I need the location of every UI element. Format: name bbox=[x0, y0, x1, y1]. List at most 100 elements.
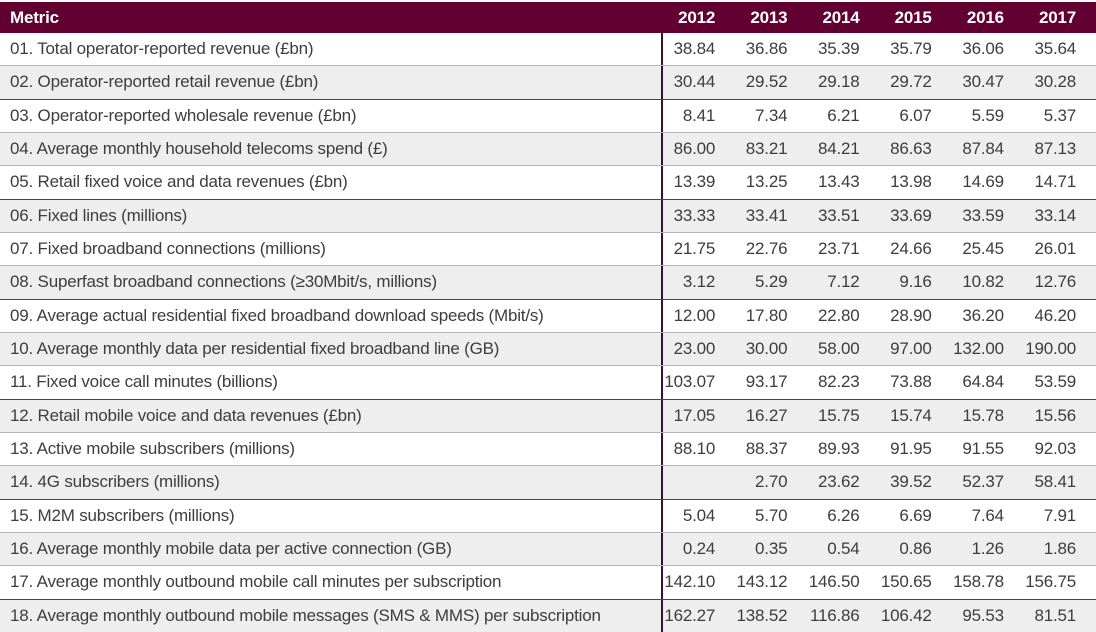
value-cell: 24.66 bbox=[890, 239, 932, 259]
value-cell: 138.52 bbox=[736, 605, 788, 625]
value-cell: 0.86 bbox=[899, 539, 932, 559]
value-cell: 7.12 bbox=[827, 272, 860, 292]
metric-cell: 10. Average monthly data per residential… bbox=[0, 332, 663, 366]
table-row: 10. Average monthly data per residential… bbox=[0, 332, 1096, 367]
column-header-metric: Metric bbox=[10, 7, 59, 27]
value-cell: 116.86 bbox=[809, 605, 860, 625]
value-cell: 84.21 bbox=[817, 139, 860, 159]
column-header-2017: 2017 bbox=[1039, 7, 1077, 27]
metric-cell: 02. Operator-reported retail revenue (£b… bbox=[0, 66, 663, 99]
table-row: 05. Retail fixed voice and data revenues… bbox=[0, 166, 1096, 200]
value-cell: 89.93 bbox=[817, 439, 860, 459]
value-cell: 58.41 bbox=[1034, 472, 1077, 492]
value-cell: 106.42 bbox=[880, 605, 932, 625]
value-cell: 83.21 bbox=[745, 139, 788, 159]
table-row: 14. 4G subscribers (millions) 2.70 23.62… bbox=[0, 466, 1096, 500]
value-cell: 58.00 bbox=[817, 339, 860, 359]
metric-cell: 01. Total operator-reported revenue (£bn… bbox=[0, 33, 663, 66]
value-cell: 30.44 bbox=[673, 72, 716, 92]
value-cell: 33.69 bbox=[890, 205, 932, 225]
value-cell: 15.75 bbox=[817, 405, 860, 425]
value-cell: 88.37 bbox=[745, 439, 788, 459]
value-cell: 3.12 bbox=[682, 272, 716, 292]
value-cell: 6.21 bbox=[827, 105, 860, 125]
value-cell: 30.00 bbox=[745, 339, 788, 359]
value-cell: 87.84 bbox=[962, 139, 1004, 159]
value-cell: 87.13 bbox=[1034, 139, 1077, 159]
value-cell: 0.35 bbox=[755, 539, 788, 559]
column-header-2016: 2016 bbox=[966, 7, 1004, 27]
value-cell: 0.54 bbox=[827, 539, 860, 559]
metric-cell: 16. Average monthly mobile data per acti… bbox=[0, 532, 663, 566]
value-cell: 5.59 bbox=[971, 105, 1004, 125]
value-cell: 17.80 bbox=[745, 305, 788, 325]
value-cell: 33.14 bbox=[1034, 205, 1077, 225]
metric-cell: 14. 4G subscribers (millions) bbox=[0, 466, 663, 499]
value-cell: 35.39 bbox=[817, 39, 860, 59]
value-cell: 6.69 bbox=[899, 505, 932, 525]
value-cell: 0.24 bbox=[682, 539, 716, 559]
value-cell: 91.55 bbox=[962, 439, 1004, 459]
column-header-2013: 2013 bbox=[750, 7, 788, 27]
value-cell: 23.00 bbox=[673, 339, 716, 359]
value-cell: 38.84 bbox=[673, 39, 716, 59]
metric-cell: 15. M2M subscribers (millions) bbox=[0, 499, 663, 532]
value-cell: 46.20 bbox=[1034, 305, 1077, 325]
value-cell: 25.45 bbox=[962, 239, 1004, 259]
value-cell: 103.07 bbox=[664, 372, 716, 392]
column-header-2012: 2012 bbox=[678, 7, 716, 27]
value-cell: 88.10 bbox=[673, 439, 716, 459]
metric-cell: 09. Average actual residential fixed bro… bbox=[0, 299, 663, 332]
value-cell: 1.26 bbox=[971, 539, 1004, 559]
value-cell: 9.16 bbox=[899, 272, 932, 292]
value-cell: 15.74 bbox=[890, 405, 932, 425]
value-cell: 6.26 bbox=[827, 505, 860, 525]
column-header-2015: 2015 bbox=[894, 7, 932, 27]
value-cell: 33.51 bbox=[817, 205, 860, 225]
value-cell: 5.37 bbox=[1043, 105, 1077, 125]
table-row: 08. Superfast broadband connections (≥30… bbox=[0, 266, 1096, 300]
value-cell: 1.86 bbox=[1043, 539, 1077, 559]
value-cell: 81.51 bbox=[1034, 605, 1077, 625]
metric-cell: 07. Fixed broadband connections (million… bbox=[0, 232, 663, 266]
table-row: 13. Active mobile subscribers (millions)… bbox=[0, 432, 1096, 467]
value-cell: 7.64 bbox=[971, 505, 1004, 525]
value-cell: 14.71 bbox=[1034, 172, 1077, 192]
value-cell: 30.28 bbox=[1034, 72, 1077, 92]
value-cell: 21.75 bbox=[673, 239, 716, 259]
value-cell: 33.41 bbox=[745, 205, 788, 225]
value-cell: 15.56 bbox=[1034, 405, 1077, 425]
value-cell: 14.69 bbox=[962, 172, 1004, 192]
value-cell: 23.62 bbox=[817, 472, 860, 492]
table-row: 15. M2M subscribers (millions) 5.04 5.70… bbox=[0, 499, 1096, 533]
value-cell: 13.25 bbox=[745, 172, 788, 192]
value-cell: 158.78 bbox=[953, 572, 1004, 592]
value-cell: 91.95 bbox=[890, 439, 932, 459]
value-cell: 28.90 bbox=[890, 305, 932, 325]
value-cell: 22.80 bbox=[817, 305, 860, 325]
value-cell: 92.03 bbox=[1034, 439, 1077, 459]
value-cell: 190.00 bbox=[1025, 339, 1077, 359]
value-cell: 13.39 bbox=[673, 172, 716, 192]
value-cell: 12.00 bbox=[673, 305, 716, 325]
value-cell: 93.17 bbox=[745, 372, 788, 392]
value-cell: 8.41 bbox=[682, 105, 716, 125]
table-row: 18. Average monthly outbound mobile mess… bbox=[0, 599, 1096, 632]
value-cell: 36.86 bbox=[745, 39, 788, 59]
metric-cell: 08. Superfast broadband connections (≥30… bbox=[0, 266, 663, 299]
value-cell: 143.12 bbox=[736, 572, 788, 592]
value-cell: 156.75 bbox=[1025, 572, 1077, 592]
metric-cell: 11. Fixed voice call minutes (billions) bbox=[0, 366, 663, 399]
value-cell: 13.43 bbox=[817, 172, 860, 192]
value-cell: 7.34 bbox=[755, 105, 788, 125]
table-row: 04. Average monthly household telecoms s… bbox=[0, 132, 1096, 167]
value-cell: 36.06 bbox=[962, 39, 1004, 59]
value-cell: 23.71 bbox=[817, 239, 860, 259]
value-cell: 7.91 bbox=[1043, 505, 1077, 525]
value-cell: 16.27 bbox=[745, 405, 788, 425]
metric-cell: 13. Active mobile subscribers (millions) bbox=[0, 432, 663, 466]
table-row: 11. Fixed voice call minutes (billions) … bbox=[0, 366, 1096, 400]
value-cell: 86.00 bbox=[673, 139, 716, 159]
value-cell: 132.00 bbox=[953, 339, 1004, 359]
